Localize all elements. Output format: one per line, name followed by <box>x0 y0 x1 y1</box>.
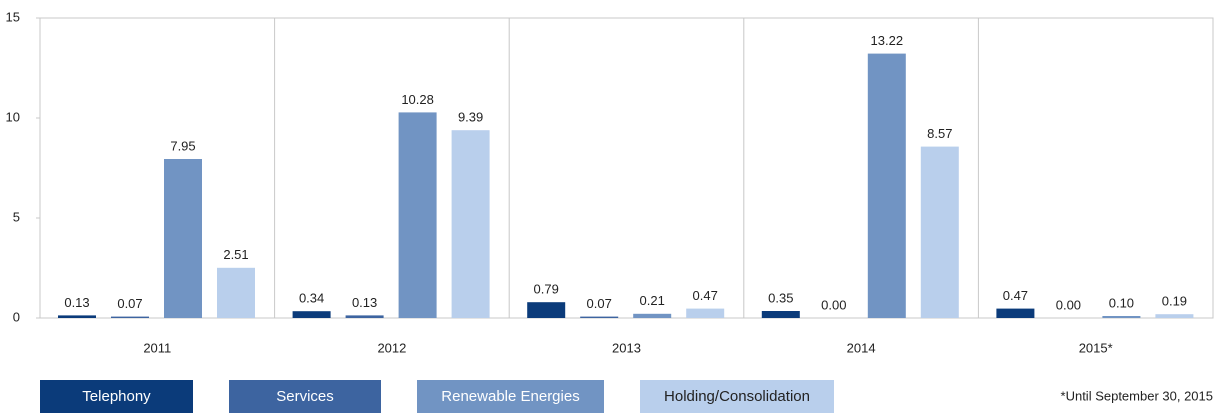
value-label: 0.07 <box>587 296 612 311</box>
bar <box>58 315 96 318</box>
bar <box>292 311 331 318</box>
y-tick-label: 5 <box>13 209 20 224</box>
value-label: 0.13 <box>64 295 89 310</box>
legend-label: Services <box>276 388 334 405</box>
legend-swatch <box>40 380 193 413</box>
value-label: 0.47 <box>693 288 718 303</box>
bar <box>633 313 672 318</box>
value-label: 0.34 <box>299 291 324 306</box>
value-label: 0.10 <box>1109 295 1134 310</box>
legend-label: Telephony <box>82 388 151 405</box>
value-label: 0.35 <box>768 290 793 305</box>
bar <box>1102 316 1141 318</box>
bar <box>867 53 906 318</box>
value-label: 0.79 <box>534 282 559 297</box>
plot-frame <box>39 17 1214 319</box>
bar <box>164 159 202 318</box>
value-label: 9.39 <box>458 110 483 125</box>
value-label: 0.13 <box>352 295 377 310</box>
legend-label: Renewable Energies <box>441 388 579 405</box>
annotation: *Until September 30, 2015 <box>1061 388 1213 403</box>
legend-swatch <box>640 380 834 413</box>
x-tick-label: 2011 <box>143 340 171 355</box>
bar <box>451 130 490 318</box>
value-label: 10.28 <box>401 92 434 107</box>
y-tick-label: 10 <box>6 109 20 124</box>
value-label: 0.00 <box>1056 297 1081 312</box>
x-tick-label: 2015* <box>1079 340 1113 355</box>
x-tick-label: 2014 <box>847 340 876 355</box>
x-tick-label: 2013 <box>612 340 641 355</box>
value-label: 0.07 <box>117 296 142 311</box>
legend-swatch <box>417 380 604 413</box>
value-label: 13.22 <box>871 33 904 48</box>
value-label: 0.21 <box>640 293 665 308</box>
bar <box>111 316 149 318</box>
bar <box>686 308 725 318</box>
y-tick-label: 0 <box>13 309 20 324</box>
value-label: 0.00 <box>821 297 846 312</box>
bar <box>527 302 566 318</box>
bar <box>996 308 1035 318</box>
bar <box>761 311 800 318</box>
y-tick-label: 15 <box>6 9 20 24</box>
value-label: 8.57 <box>927 126 952 141</box>
bar <box>920 146 959 318</box>
bar <box>345 315 384 318</box>
x-tick-label: 2012 <box>377 340 406 355</box>
bar <box>580 316 619 318</box>
bar <box>398 112 437 319</box>
value-label: 0.47 <box>1003 288 1028 303</box>
value-label: 7.95 <box>170 138 195 153</box>
bar <box>1155 314 1194 318</box>
legend-label: Holding/Consolidation <box>664 388 810 405</box>
legend-swatch <box>229 380 381 413</box>
value-label: 2.51 <box>223 247 248 262</box>
value-label: 0.19 <box>1162 294 1187 309</box>
bar <box>217 267 255 318</box>
